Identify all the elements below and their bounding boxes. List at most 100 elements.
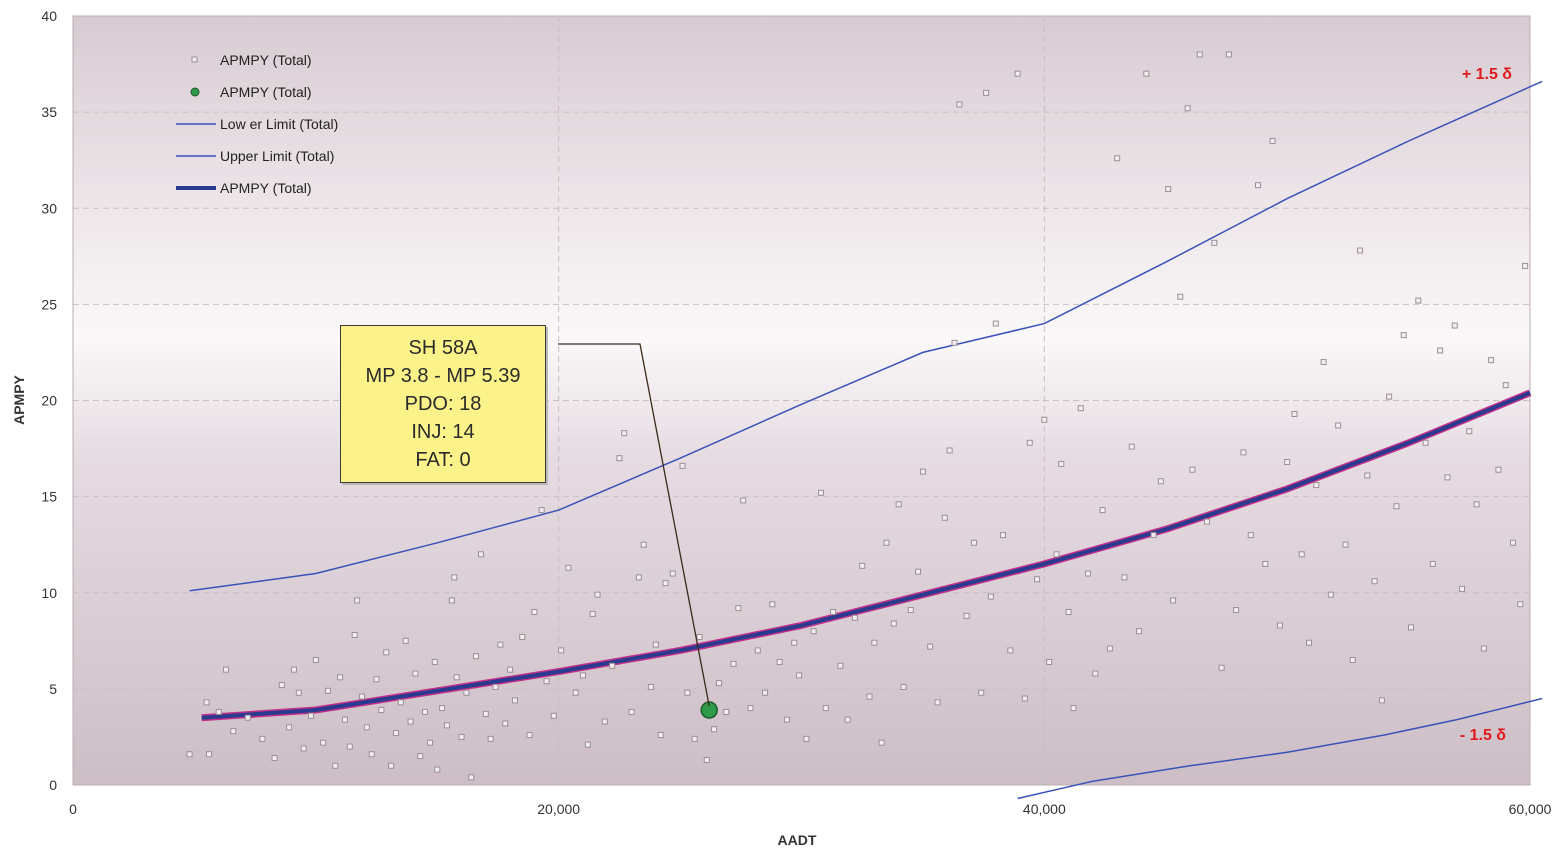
data-point xyxy=(572,689,579,696)
data-point xyxy=(1480,645,1487,652)
data-point xyxy=(526,732,533,739)
data-point xyxy=(422,708,429,715)
data-point xyxy=(1437,347,1444,354)
data-point xyxy=(900,683,907,690)
segment-callout-box: SH 58A MP 3.8 - MP 5.39 PDO: 18 INJ: 14 … xyxy=(340,325,546,483)
legend-label: APMPY (Total) xyxy=(220,52,312,68)
data-point xyxy=(589,610,596,617)
data-point xyxy=(791,639,798,646)
data-point xyxy=(271,755,278,762)
data-point xyxy=(358,693,365,700)
series-lines xyxy=(189,80,1543,800)
y-tick-label: 15 xyxy=(41,489,57,505)
data-point xyxy=(1041,416,1048,423)
data-point xyxy=(837,662,844,669)
data-point xyxy=(558,647,565,654)
data-point xyxy=(1386,393,1393,400)
x-tick-label: 40,000 xyxy=(1023,801,1066,817)
data-point xyxy=(1247,532,1254,539)
y-tick-label: 30 xyxy=(41,200,57,216)
data-point xyxy=(1522,262,1529,269)
data-point xyxy=(463,689,470,696)
data-point xyxy=(1240,449,1247,456)
x-tick-label: 20,000 xyxy=(537,801,580,817)
data-point xyxy=(1371,578,1378,585)
data-point xyxy=(458,733,465,740)
data-point xyxy=(946,447,953,454)
data-point xyxy=(426,739,433,746)
data-point xyxy=(696,633,703,640)
y-tick-label: 10 xyxy=(41,585,57,601)
data-point xyxy=(1106,645,1113,652)
data-point xyxy=(715,680,722,687)
data-point xyxy=(890,620,897,627)
data-point xyxy=(1092,670,1099,677)
data-point xyxy=(776,658,783,665)
data-point xyxy=(1429,560,1436,567)
data-point xyxy=(594,591,601,598)
data-point xyxy=(1415,297,1422,304)
data-point xyxy=(1364,472,1371,479)
data-point xyxy=(378,707,385,714)
data-point xyxy=(1495,466,1502,473)
data-point xyxy=(859,562,866,569)
data-point xyxy=(388,762,395,769)
upper-band-label: + 1.5 δ xyxy=(1462,66,1512,83)
data-point xyxy=(203,699,210,706)
data-point xyxy=(1269,137,1276,144)
data-point xyxy=(519,633,526,640)
data-point xyxy=(621,430,628,437)
data-point xyxy=(278,682,285,689)
data-point xyxy=(332,762,339,769)
data-point xyxy=(324,687,331,694)
data-point xyxy=(1262,560,1269,567)
data-point xyxy=(730,660,737,667)
data-point xyxy=(1053,551,1060,558)
data-point xyxy=(616,455,623,462)
x-tick-label: 0 xyxy=(69,801,77,817)
data-point xyxy=(1393,503,1400,510)
data-point xyxy=(434,766,441,773)
data-point xyxy=(1298,551,1305,558)
data-point xyxy=(915,568,922,575)
data-point xyxy=(320,739,327,746)
data-point xyxy=(684,689,691,696)
data-point xyxy=(1099,507,1106,514)
data-point xyxy=(579,672,586,679)
data-point xyxy=(402,637,409,644)
y-axis-title: APMPY xyxy=(11,374,27,424)
data-point xyxy=(215,708,222,715)
data-point xyxy=(550,712,557,719)
data-point xyxy=(1349,657,1356,664)
x-axis-title: AADT xyxy=(778,832,817,848)
data-point xyxy=(1165,186,1172,193)
data-point xyxy=(1255,182,1262,189)
data-point xyxy=(934,699,941,706)
data-point xyxy=(1327,591,1334,598)
data-point xyxy=(635,574,642,581)
data-point xyxy=(711,726,718,733)
highlighted-segment-point xyxy=(700,701,718,719)
data-point xyxy=(1517,601,1524,608)
data-point xyxy=(584,741,591,748)
data-point xyxy=(723,708,730,715)
data-point xyxy=(451,574,458,581)
data-point xyxy=(983,89,990,96)
data-point xyxy=(1014,70,1021,77)
data-point xyxy=(368,751,375,758)
data-point xyxy=(941,514,948,521)
data-point xyxy=(1034,576,1041,583)
data-point xyxy=(1150,532,1157,539)
legend-label: Low er Limit (Total) xyxy=(220,116,338,132)
data-point xyxy=(363,724,370,731)
data-point xyxy=(1157,478,1164,485)
data-point xyxy=(286,724,293,731)
data-point xyxy=(1284,459,1291,466)
x-tick-label: 60,000 xyxy=(1509,801,1552,817)
data-point xyxy=(783,716,790,723)
data-point xyxy=(747,705,754,712)
data-point xyxy=(1510,539,1517,546)
legend-square-marker xyxy=(191,56,198,63)
data-point xyxy=(392,730,399,737)
